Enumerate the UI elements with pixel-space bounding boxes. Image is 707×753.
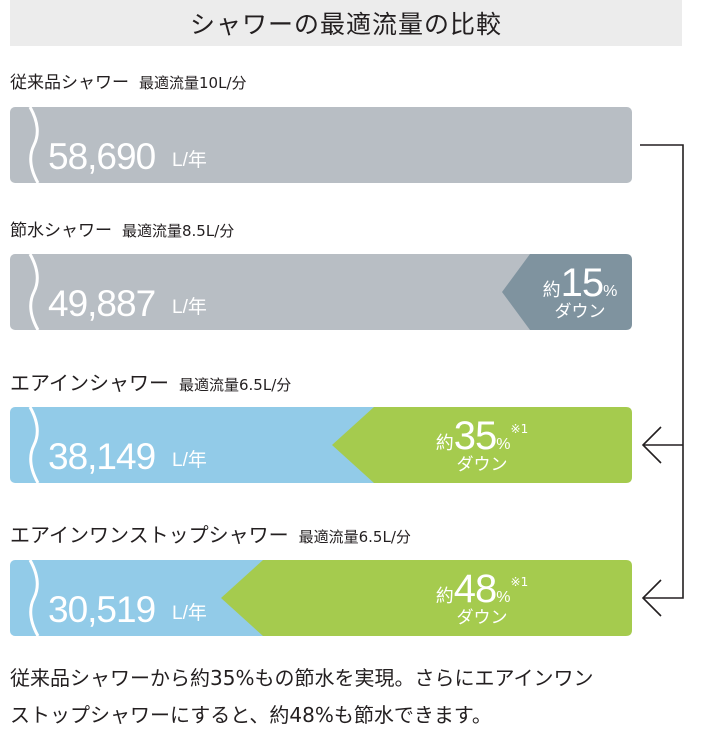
- badge-shape: [502, 254, 632, 330]
- row-flow-label: 最適流量8.5L/分: [122, 222, 235, 240]
- reduction-percent: 48: [453, 566, 497, 611]
- bar-value-label: 49,887: [48, 283, 156, 324]
- reduction-prefix: 約: [542, 279, 561, 301]
- row-name: エアインシャワー: [10, 371, 169, 395]
- reduction-footnote-mark: ※1: [510, 574, 529, 589]
- bar-conventional: 58,690 L/年: [10, 107, 632, 183]
- reduction-down-label: ダウン: [456, 607, 508, 628]
- row-name: エアインワンストップシャワー: [10, 523, 289, 547]
- row-label-air-in: エアインシャワー 最適流量6.5L/分: [10, 367, 291, 396]
- reduction-percent: 35: [453, 413, 497, 458]
- bar-wave-cut: [28, 407, 40, 483]
- reduction-badge-15: 約15% ダウン: [502, 254, 632, 330]
- bar-water-saving: 49,887 L/年: [10, 254, 539, 330]
- footer-line-1: 従来品シャワーから約35%もの節水を実現。さらにエアインワン: [10, 666, 594, 690]
- reduction-percent: 15: [560, 260, 604, 305]
- reduction-prefix: 約: [435, 585, 454, 607]
- bar-unit-label: L/年: [172, 603, 207, 624]
- reduction-badge-35: 約35%※1 ダウン: [332, 407, 632, 483]
- bar-unit-label: L/年: [172, 450, 207, 471]
- bar-wave-cut: [28, 254, 40, 330]
- reduction-down-label: ダウン: [554, 301, 606, 322]
- reduction-percent-sign: %: [496, 435, 511, 453]
- reduction-badge-48: 約48%※1 ダウン: [221, 560, 632, 636]
- footer-text: 従来品シャワーから約35%もの節水を実現。さらにエアインワン ストップシャワーに…: [10, 660, 700, 734]
- bar-wave-cut: [28, 107, 40, 183]
- bar-value-label: 38,149: [48, 436, 156, 477]
- reduction-percent-sign: %: [603, 282, 618, 300]
- bar-value-label: 30,519: [48, 589, 156, 630]
- row-flow-label: 最適流量10L/分: [139, 74, 247, 92]
- title-band: シャワーの最適流量の比較: [10, 0, 682, 46]
- badge-shape: [332, 407, 632, 483]
- row-name: 節水シャワー: [10, 221, 112, 241]
- bar-unit-label: L/年: [172, 297, 207, 318]
- reduction-down-label: ダウン: [456, 454, 508, 475]
- bracket-line: [640, 144, 684, 599]
- chart-title: シャワーの最適流量の比較: [189, 10, 502, 39]
- bar-wave-cut: [28, 560, 40, 636]
- row-flow-label: 最適流量6.5L/分: [179, 376, 292, 394]
- row-label-water-saving: 節水シャワー 最適流量8.5L/分: [10, 216, 234, 241]
- row-label-conventional: 従来品シャワー 最適流量10L/分: [10, 68, 247, 93]
- arrow-left-icon: [641, 579, 662, 617]
- bar-value-label: 58,690: [48, 136, 156, 177]
- arrow-left-icon: [641, 426, 662, 464]
- reduction-prefix: 約: [435, 432, 454, 454]
- footer-line-2: ストップシャワーにすると、約48%も節水できます。: [10, 703, 492, 727]
- row-flow-label: 最適流量6.5L/分: [298, 528, 411, 546]
- row-name: 従来品シャワー: [10, 73, 129, 93]
- reduction-percent-sign: %: [496, 588, 511, 606]
- row-label-air-in-one-stop: エアインワンストップシャワー 最適流量6.5L/分: [10, 519, 411, 548]
- reduction-footnote-mark: ※1: [510, 421, 529, 436]
- bar-unit-label: L/年: [172, 150, 207, 171]
- badge-shape: [221, 560, 632, 636]
